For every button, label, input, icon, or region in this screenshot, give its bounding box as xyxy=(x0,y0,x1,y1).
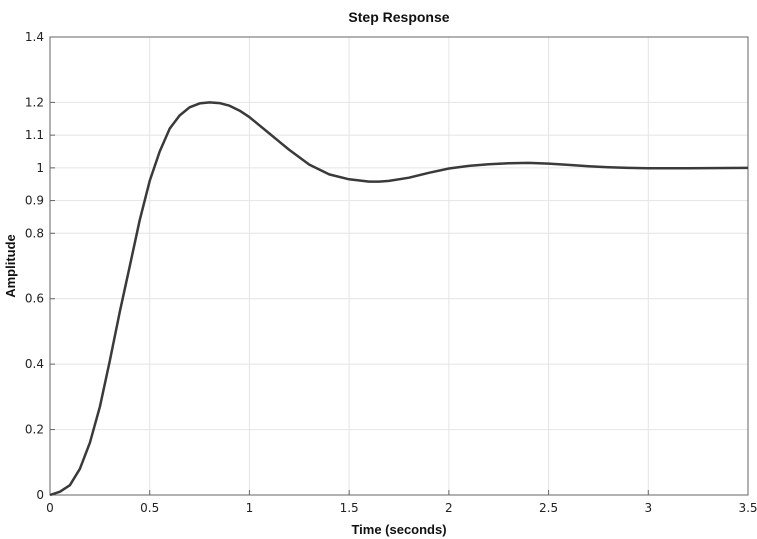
y-tick-label: 0.2 xyxy=(25,423,44,437)
chart-title: Step Response xyxy=(348,9,449,25)
x-tick-label: 1.5 xyxy=(340,501,359,515)
y-tick-label: 1.2 xyxy=(25,95,44,109)
x-tick-label: 3.5 xyxy=(738,501,757,515)
y-tick-label: 0.9 xyxy=(25,194,44,208)
x-axis-label: Time (seconds) xyxy=(351,522,446,537)
x-tick-label: 2 xyxy=(445,501,453,515)
y-tick-label: 0.6 xyxy=(25,292,44,306)
y-tick-label: 1.4 xyxy=(25,30,44,44)
x-axis-ticks: 0 0.5 1 1.5 2 2.5 3 3.5 xyxy=(46,490,757,515)
plot-area-frame xyxy=(49,36,749,496)
y-axis-label: Amplitude xyxy=(3,234,18,298)
y-tick-label: 0 xyxy=(36,488,44,502)
grid xyxy=(49,36,749,496)
x-tick-label: 0 xyxy=(46,501,54,515)
y-tick-label: 0.4 xyxy=(25,357,44,371)
y-tick-label: 0.8 xyxy=(25,226,44,240)
x-tick-label: 0.5 xyxy=(140,501,159,515)
series-layer xyxy=(49,101,749,497)
y-tick-label: 1 xyxy=(36,161,44,175)
x-tick-label: 2.5 xyxy=(539,501,558,515)
x-tick-label: 1 xyxy=(246,501,254,515)
x-tick-label: 3 xyxy=(644,501,652,515)
step-response-line xyxy=(49,101,749,497)
y-tick-label: 1.1 xyxy=(25,128,44,142)
y-axis-ticks: 0 0.2 0.4 0.6 0.8 0.9 1 1.1 1.2 1.4 xyxy=(25,30,55,502)
